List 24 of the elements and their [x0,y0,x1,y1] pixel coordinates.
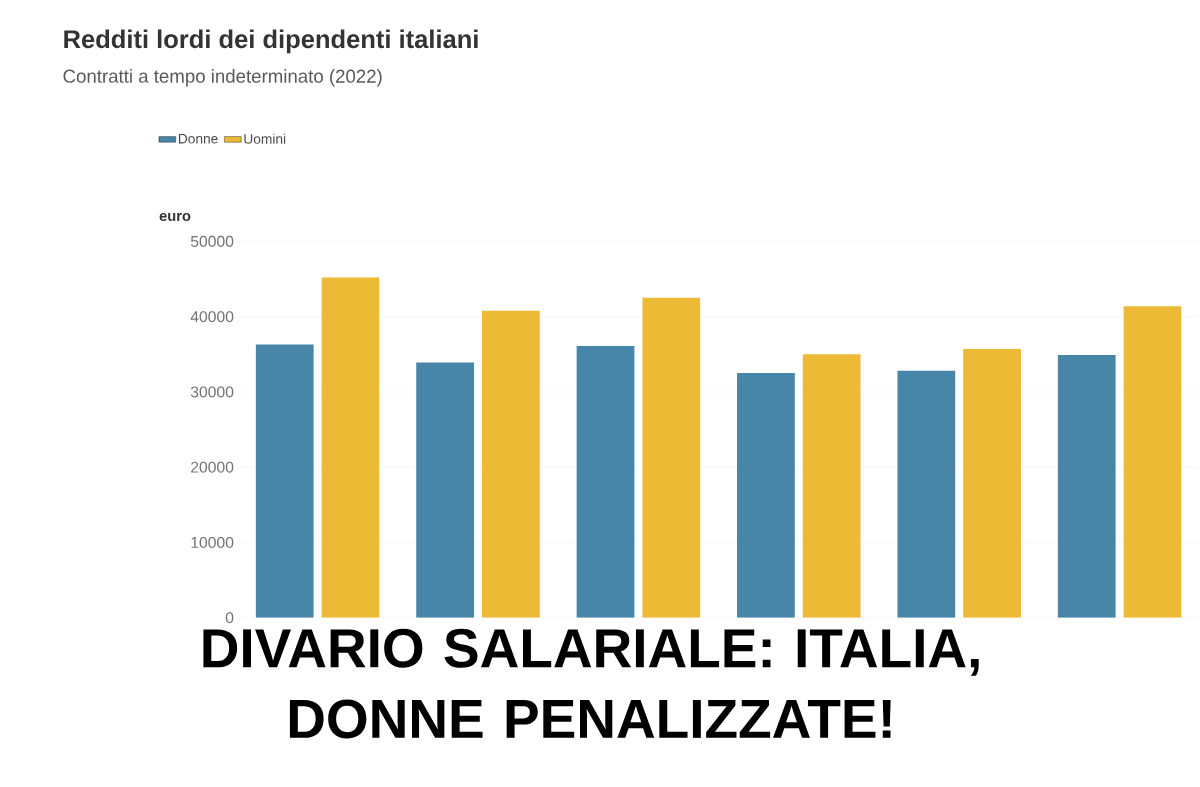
bar [963,349,1021,618]
y-tick-label: 30000 [190,386,234,398]
legend-label: Uomini [244,133,286,144]
bar [737,373,795,618]
bar [321,277,380,618]
bar [1057,355,1116,618]
y-tick-label: 10000 [191,536,234,548]
y-tick-label: 20000 [191,461,234,473]
bar [802,354,861,618]
bar [897,370,956,618]
y-axis-title: euro [159,212,191,221]
legend-label: Donne [178,133,218,144]
bar [255,344,314,618]
chart-title: Redditi lordi dei dipendenti italiani [64,29,478,54]
y-tick-label: 40000 [190,311,234,323]
bar [416,362,474,618]
y-tick-label: 50000 [190,235,234,247]
y-tick-label: 0 [225,612,234,624]
bar [482,310,540,618]
bar [1123,306,1182,618]
bar [576,346,635,618]
chart-subtitle: Contratti a tempo indeterminato (2022) [63,69,382,87]
text: DIVARIO SALARIALE: ITALIA, DONNE PENALIZZATE! [203,628,979,739]
bar [642,297,701,618]
